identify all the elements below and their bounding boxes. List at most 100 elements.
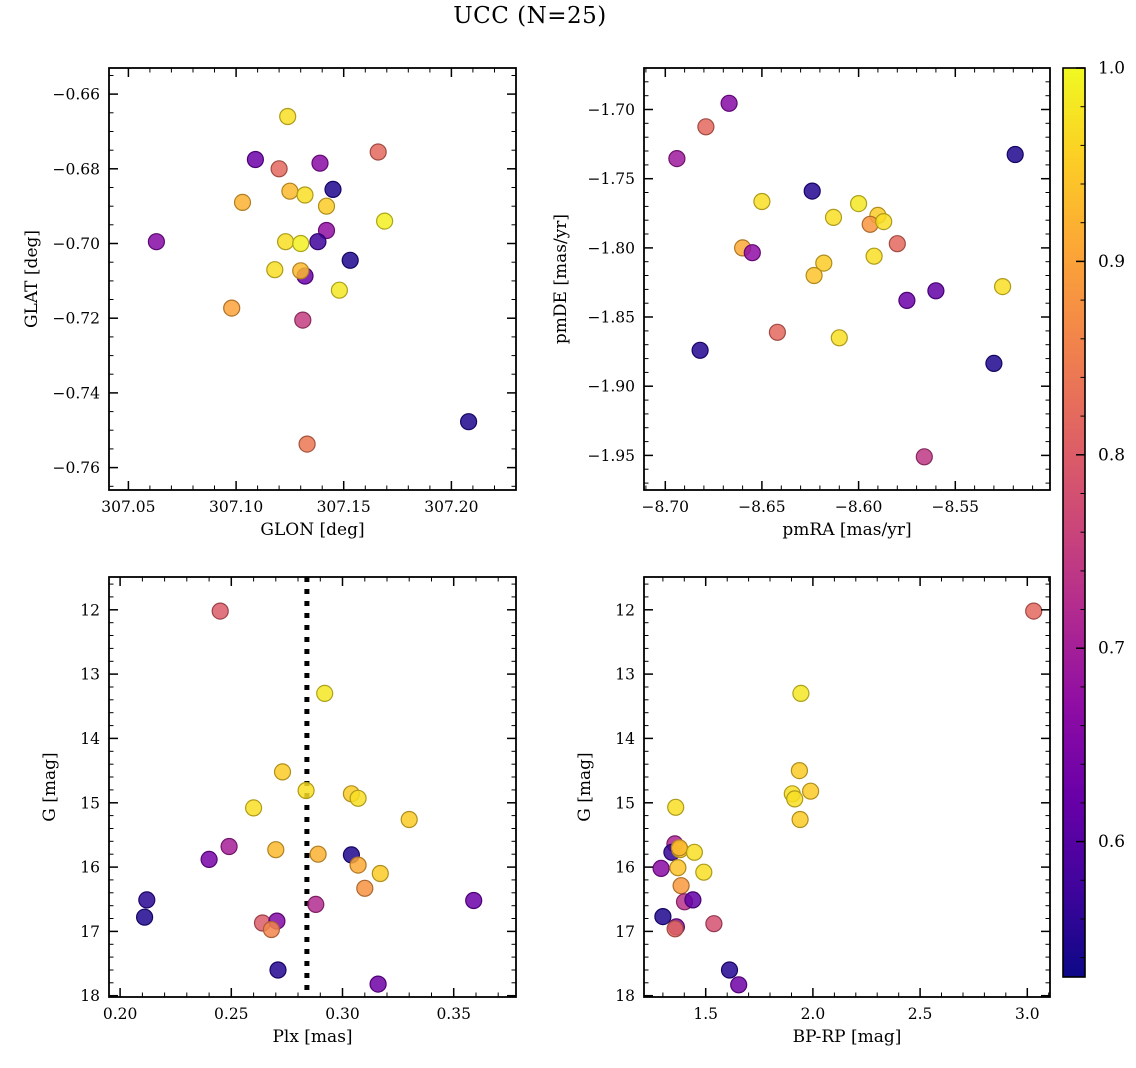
data-point bbox=[792, 684, 810, 702]
y-tick-label: −0.72 bbox=[53, 310, 101, 328]
data-point bbox=[371, 864, 389, 883]
x-tick-label: −8.60 bbox=[835, 498, 883, 516]
data-point bbox=[369, 975, 387, 993]
data-point bbox=[330, 281, 348, 299]
y-axis-label: G [mag] bbox=[40, 752, 60, 821]
x-tick-label: 307.20 bbox=[424, 498, 478, 516]
data-point bbox=[277, 233, 295, 251]
y-tick-label: 15 bbox=[615, 794, 635, 812]
data-point bbox=[400, 810, 418, 829]
data-point bbox=[875, 213, 893, 231]
axes-box bbox=[643, 576, 1051, 998]
data-point bbox=[356, 879, 374, 897]
data-point bbox=[753, 192, 771, 211]
data-point bbox=[672, 877, 690, 895]
data-point bbox=[266, 261, 284, 279]
colorbar-tick-label: 0.8 bbox=[1098, 445, 1125, 465]
y-tick-label: −1.75 bbox=[588, 170, 636, 188]
y-tick-label: 14 bbox=[80, 730, 100, 748]
data-points bbox=[136, 602, 483, 993]
x-tick-label: 307.15 bbox=[317, 498, 371, 516]
data-point bbox=[668, 149, 686, 168]
data-point bbox=[246, 150, 264, 169]
y-tick-label: 16 bbox=[80, 859, 100, 877]
data-point bbox=[768, 323, 786, 341]
colorbar-tick-label: 0.7 bbox=[1098, 639, 1125, 659]
axis-minor-ticks bbox=[644, 67, 1050, 490]
glon-glat-plot: 307.05 307.10 307.15 307.20 −0.66 −0.68 −0.70 −… bbox=[22, 67, 517, 540]
data-point bbox=[307, 895, 325, 913]
data-points bbox=[652, 602, 1043, 994]
data-point bbox=[316, 684, 334, 702]
y-tick-label: −0.70 bbox=[53, 235, 101, 253]
colorbar-ticks bbox=[1076, 67, 1085, 843]
y-tick-label: 14 bbox=[615, 730, 635, 748]
x-axis-label: GLON [deg] bbox=[260, 520, 364, 540]
x-tick-label: 0.35 bbox=[436, 1005, 471, 1023]
data-point bbox=[311, 154, 329, 172]
data-point bbox=[985, 354, 1003, 372]
y-tick-label: 15 bbox=[80, 794, 100, 812]
data-point bbox=[791, 810, 809, 829]
y-tick-label: −1.95 bbox=[588, 447, 636, 465]
x-tick-label: 1.5 bbox=[693, 1005, 718, 1023]
data-point bbox=[815, 254, 833, 272]
data-point bbox=[654, 908, 672, 926]
y-tick-label: −0.68 bbox=[53, 160, 101, 178]
y-tick-label: 13 bbox=[615, 666, 635, 684]
data-point bbox=[233, 193, 252, 211]
data-point bbox=[720, 94, 738, 112]
pmra-pmde-plot: −8.70 −8.65 −8.60 −8.55 −1.70 −1.75 −1.80 −1.85… bbox=[551, 67, 1051, 540]
y-tick-label: 17 bbox=[615, 923, 635, 941]
x-tick-label: −8.70 bbox=[642, 498, 690, 516]
data-point bbox=[915, 448, 933, 466]
y-tick-label: 17 bbox=[80, 923, 100, 941]
y-tick-label: 16 bbox=[615, 859, 635, 877]
data-point bbox=[220, 837, 238, 856]
data-point bbox=[720, 961, 739, 979]
data-point bbox=[669, 859, 687, 877]
data-point bbox=[802, 782, 820, 800]
data-point bbox=[465, 891, 483, 910]
y-tick-label: 13 bbox=[80, 666, 100, 684]
axes-box bbox=[108, 576, 517, 998]
data-point bbox=[309, 233, 327, 251]
colorbar: 1.0 0.9 0.8 0.7 0.6 bbox=[1062, 59, 1125, 978]
x-axis-label: BP-RP [mag] bbox=[793, 1027, 902, 1047]
data-points bbox=[147, 107, 478, 453]
x-axis-label: pmRA [mas/yr] bbox=[782, 520, 911, 540]
y-tick-label: −0.76 bbox=[53, 459, 101, 477]
data-point bbox=[705, 915, 723, 933]
x-tick-label: 3.0 bbox=[1015, 1005, 1040, 1023]
axis-ticks bbox=[644, 68, 1050, 490]
data-point bbox=[292, 262, 310, 280]
y-axis-label: pmDE [mas/yr] bbox=[551, 214, 571, 344]
data-point bbox=[138, 891, 156, 909]
colorbar-tick-label: 1.0 bbox=[1098, 59, 1125, 79]
x-tick-label: 0.20 bbox=[103, 1005, 138, 1023]
data-point bbox=[888, 235, 906, 253]
axis-minor-ticks bbox=[109, 577, 516, 997]
axis-ticks bbox=[109, 68, 516, 490]
data-point bbox=[803, 182, 821, 200]
data-point bbox=[136, 908, 154, 926]
data-point bbox=[324, 180, 342, 198]
data-point bbox=[830, 329, 848, 347]
data-point bbox=[267, 841, 285, 859]
x-tick-label: 2.5 bbox=[908, 1005, 933, 1023]
data-point bbox=[369, 143, 387, 161]
x-axis-label: Plx [mas] bbox=[272, 1027, 352, 1047]
x-tick-label: 307.10 bbox=[209, 498, 263, 516]
y-tick-label: −0.66 bbox=[53, 86, 101, 104]
data-point bbox=[898, 291, 916, 309]
data-point bbox=[211, 602, 229, 620]
axes-box bbox=[643, 67, 1051, 491]
data-point bbox=[200, 850, 218, 868]
plx-g-plot: 0.20 0.25 0.30 0.35 12 13 14 15 16 17 18 Plx [mas] G… bbox=[40, 576, 517, 1047]
data-point bbox=[743, 244, 761, 262]
bprp-g-plot: 1.5 2.0 2.5 3.0 12 13 14 15 16 17 18 BP-RP [mag] G [… bbox=[575, 576, 1051, 1047]
data-point bbox=[223, 299, 241, 317]
figure-title: UCC (N=25) bbox=[453, 3, 607, 29]
data-point bbox=[349, 856, 367, 874]
